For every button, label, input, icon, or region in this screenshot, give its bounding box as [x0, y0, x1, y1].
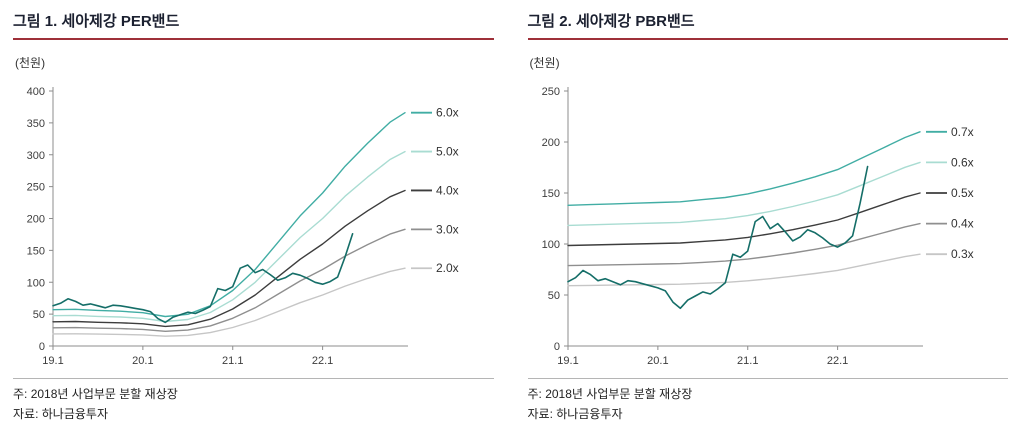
y-tick-label: 200: [541, 137, 559, 149]
x-tick-label: 21.1: [222, 355, 243, 367]
band-label-text-5.0x: 5.0x: [436, 145, 459, 159]
figure2-unit-label: (천원): [529, 56, 560, 70]
x-tick-label: 21.1: [737, 355, 758, 367]
y-tick-label: 100: [541, 239, 559, 251]
x-tick-label: 19.1: [42, 355, 63, 367]
band-line-0.3x: [566, 253, 921, 287]
figure2-note: 주: 2018년 사업부문 분할 재상장: [527, 387, 693, 401]
figure1-title: 그림 1. 세아제강 PER밴드: [13, 10, 494, 40]
per-band-panel: 그림 1. 세아제강 PER밴드 (천원) 0 50 100 150 200 250 300…: [13, 10, 494, 424]
y-tick-label: 50: [33, 309, 45, 321]
band-line-0.7x: [566, 131, 921, 207]
band-line-0.6x: [566, 161, 921, 227]
band-label-text-3.0x: 3.0x: [436, 222, 459, 236]
y-tick-label: 400: [27, 86, 45, 98]
y-tick-label: 150: [541, 188, 559, 200]
price-line: [566, 165, 868, 310]
band-label-text-0.4x: 0.4x: [951, 217, 974, 231]
band-line-0.4x: [566, 222, 921, 267]
report-figures: 그림 1. 세아제강 PER밴드 (천원) 0 50 100 150 200 250 300…: [13, 10, 1008, 424]
band-line-5.0x: [52, 150, 406, 323]
band-line-0.5x: [566, 192, 921, 247]
x-tick-label: 22.1: [826, 355, 847, 367]
figure1-footer: 주: 2018년 사업부문 분할 재상장 자료: 하나금융투자: [13, 378, 494, 424]
pbr-band-chart: 0 50 100 150 200 250 19.1 20.1 21.1 22.1 0.7x 0.6x 0…: [541, 86, 974, 367]
band-label-text-0.7x: 0.7x: [951, 125, 974, 139]
band-label-text-4.0x: 4.0x: [436, 183, 459, 197]
y-tick-label: 0: [553, 341, 559, 353]
band-label-text-0.6x: 0.6x: [951, 155, 974, 169]
figure1-unit-label: (천원): [15, 56, 46, 70]
band-line-4.0x: [52, 189, 406, 328]
y-tick-label: 0: [39, 341, 45, 353]
y-tick-label: 350: [27, 118, 45, 130]
per-band-chart: 0 50 100 150 200 250 300 350 400 19.1 20.1 21.1 22.1…: [27, 86, 459, 367]
band-label-text-0.5x: 0.5x: [951, 186, 974, 200]
band-line-3.0x: [52, 228, 406, 332]
band-line-6.0x: [52, 112, 406, 318]
x-tick-label: 22.1: [312, 355, 333, 367]
price-line: [52, 233, 354, 324]
band-label-text-6.0x: 6.0x: [436, 106, 459, 120]
figure2-source: 자료: 하나금융투자: [527, 407, 623, 421]
figure2-footer: 주: 2018년 사업부문 분할 재상장 자료: 하나금융투자: [527, 378, 1008, 424]
y-tick-label: 250: [541, 86, 559, 98]
y-tick-label: 300: [27, 150, 45, 162]
y-tick-label: 250: [27, 182, 45, 194]
figure1-note: 주: 2018년 사업부문 분할 재상장: [13, 387, 178, 401]
x-tick-label: 19.1: [557, 355, 578, 367]
band-line-2.0x: [52, 267, 406, 337]
x-tick-label: 20.1: [647, 355, 668, 367]
band-label-text-0.3x: 0.3x: [951, 247, 974, 261]
y-tick-label: 50: [547, 290, 559, 302]
y-tick-label: 200: [27, 214, 45, 226]
pbr-band-panel: 그림 2. 세아제강 PBR밴드 (천원) 0 50 100 150 200 250 19.…: [527, 10, 1008, 424]
figure1-source: 자료: 하나금융투자: [13, 407, 108, 421]
y-tick-label: 150: [27, 245, 45, 257]
y-tick-label: 100: [27, 277, 45, 289]
figure2-title: 그림 2. 세아제강 PBR밴드: [527, 10, 1008, 40]
x-tick-label: 20.1: [132, 355, 153, 367]
band-label-text-2.0x: 2.0x: [436, 261, 459, 275]
